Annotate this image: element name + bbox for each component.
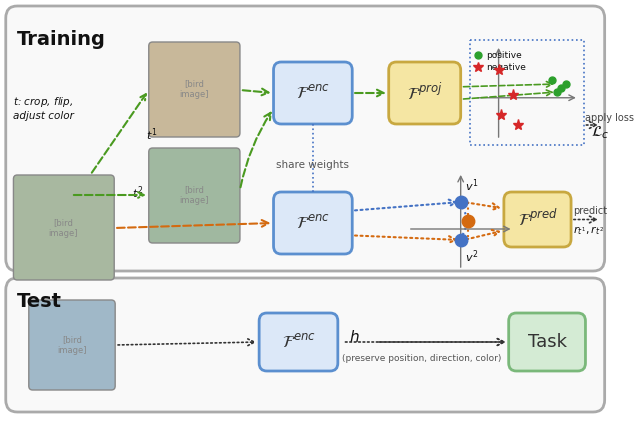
- FancyBboxPatch shape: [148, 148, 240, 243]
- FancyBboxPatch shape: [388, 62, 461, 124]
- FancyBboxPatch shape: [29, 300, 115, 390]
- Text: predict: predict: [573, 205, 607, 216]
- Text: $\mathcal{F}^{pred}$: $\mathcal{F}^{pred}$: [518, 209, 557, 230]
- Text: $v^2$: $v^2$: [465, 248, 479, 265]
- FancyBboxPatch shape: [273, 192, 352, 254]
- Text: $t^1$: $t^1$: [146, 127, 157, 143]
- Text: $\mathcal{F}^{enc}$: $\mathcal{F}^{enc}$: [296, 84, 330, 102]
- Text: Training: Training: [17, 30, 106, 49]
- Text: $\mathcal{F}^{proj}$: $\mathcal{F}^{proj}$: [407, 83, 442, 104]
- Text: $\mathcal{F}^{enc}$: $\mathcal{F}^{enc}$: [296, 214, 330, 232]
- Text: $r_{t^1}, r_{t^2}$: $r_{t^1}, r_{t^2}$: [573, 224, 604, 237]
- Text: apply loss: apply loss: [586, 113, 634, 123]
- FancyBboxPatch shape: [148, 42, 240, 137]
- Text: Test: Test: [17, 292, 62, 311]
- FancyBboxPatch shape: [504, 192, 571, 247]
- Text: [bird
image]: [bird image]: [57, 335, 87, 355]
- Bar: [470, 40, 584, 145]
- Text: $h$: $h$: [349, 329, 360, 345]
- Text: positive: positive: [486, 51, 522, 59]
- FancyBboxPatch shape: [259, 313, 338, 371]
- Text: $t$: crop, flip,
adjust color: $t$: crop, flip, adjust color: [13, 95, 74, 121]
- Text: $v^1$: $v^1$: [465, 177, 479, 194]
- Text: (preserve position, direction, color): (preserve position, direction, color): [342, 354, 501, 363]
- FancyBboxPatch shape: [6, 278, 605, 412]
- Text: [bird
image]: [bird image]: [179, 185, 209, 205]
- Text: [bird
image]: [bird image]: [179, 79, 209, 99]
- Text: $t^2$: $t^2$: [132, 185, 144, 201]
- FancyBboxPatch shape: [6, 6, 605, 271]
- Text: Task: Task: [527, 333, 566, 351]
- FancyBboxPatch shape: [273, 62, 352, 124]
- Text: $\mathcal{F}^{enc}$: $\mathcal{F}^{enc}$: [282, 333, 316, 351]
- Text: negative: negative: [486, 62, 525, 72]
- FancyBboxPatch shape: [509, 313, 586, 371]
- Text: share weights: share weights: [276, 160, 349, 170]
- Text: $\mathcal{L}_c$: $\mathcal{L}_c$: [591, 125, 610, 141]
- FancyBboxPatch shape: [13, 175, 114, 280]
- Text: [bird
image]: [bird image]: [49, 218, 78, 238]
